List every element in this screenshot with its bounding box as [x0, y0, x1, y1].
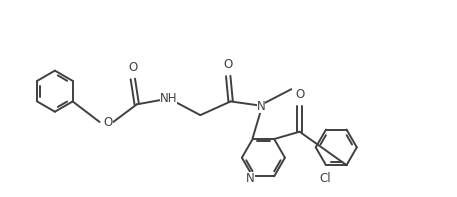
- Text: O: O: [295, 88, 304, 101]
- Text: O: O: [104, 116, 113, 129]
- Text: N: N: [246, 172, 255, 185]
- Text: Cl: Cl: [319, 172, 331, 185]
- Text: O: O: [128, 61, 138, 74]
- Text: O: O: [223, 58, 233, 71]
- Text: NH: NH: [160, 92, 177, 105]
- Text: N: N: [256, 100, 266, 113]
